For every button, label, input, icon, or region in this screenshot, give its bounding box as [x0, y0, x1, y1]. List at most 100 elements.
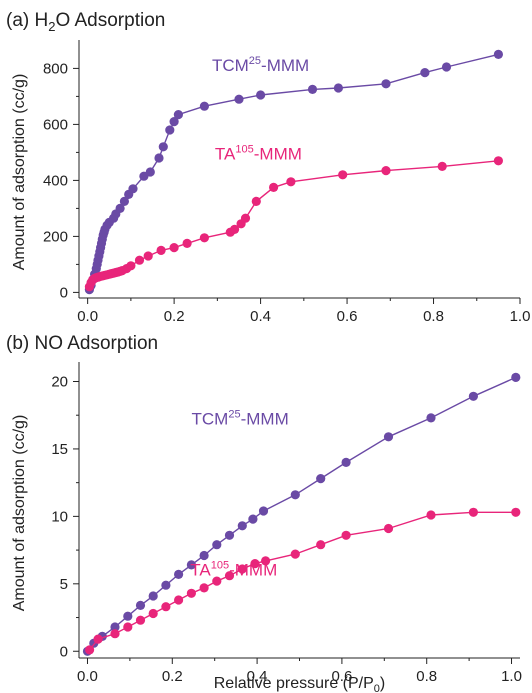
data-point [237, 521, 247, 531]
data-point [126, 261, 136, 271]
data-point [115, 203, 125, 213]
data-point [441, 62, 452, 72]
data-point [381, 79, 391, 89]
series-label-rest: -MMM [229, 561, 277, 580]
data-point [145, 167, 155, 177]
series-label-superscript: 105 [235, 143, 253, 155]
data-point [290, 490, 300, 500]
data-point [186, 588, 196, 598]
data-point [420, 68, 430, 78]
data-point [161, 580, 171, 590]
series-label: TA105-MMM [215, 143, 302, 163]
data-point [286, 177, 296, 187]
data-point [143, 251, 153, 261]
series-label: TCM25-MMM [192, 409, 289, 429]
data-point [250, 559, 260, 569]
data-point [169, 243, 179, 253]
series-0: TCM25-MMM [82, 372, 521, 656]
x-tick-label: 0.4 [250, 308, 271, 325]
x-tick-label: 0.4 [247, 668, 268, 685]
y-tick-label: 5 [60, 576, 68, 593]
x-tick-label: 0.0 [77, 668, 98, 685]
data-point [212, 576, 222, 586]
chart-title: (b) NO Adsorption [6, 333, 158, 354]
x-axis-label-text: Relative pressure (P/P [214, 675, 374, 692]
data-point [148, 591, 158, 601]
series-label-rest: -MMM [241, 410, 289, 429]
data-point [240, 213, 251, 223]
data-point [426, 510, 436, 520]
title-text: NO Adsorption [35, 333, 159, 354]
y-tick-label: 800 [43, 60, 68, 77]
y-tick-label: 10 [51, 508, 68, 525]
title-text: H [35, 10, 49, 31]
y-tick-label: 600 [43, 116, 68, 133]
x-axis-label: Relative pressure (P/P0) [214, 675, 386, 693]
x-tick-label: 1.0 [501, 668, 522, 685]
y-axis-label: Amount of adsorption (cc/g) [11, 415, 28, 612]
series-label-base: TCM [212, 56, 249, 75]
data-point [468, 507, 478, 517]
data-point [437, 161, 447, 171]
data-point [199, 233, 209, 243]
data-point [165, 125, 175, 135]
data-point [128, 184, 138, 194]
data-point [158, 142, 168, 152]
data-point [493, 49, 503, 60]
data-point [426, 413, 436, 423]
data-point [248, 514, 258, 524]
data-point [333, 83, 343, 93]
data-point [156, 245, 166, 255]
x-tick-label: 0.6 [337, 308, 358, 325]
panel-label: (a) [6, 10, 29, 31]
data-point [154, 153, 164, 163]
series-line [89, 511, 516, 651]
data-point [174, 595, 184, 605]
y-tick-label: 200 [43, 228, 68, 245]
data-point [307, 84, 318, 94]
y-tick-label: 400 [43, 172, 68, 189]
series-label-base: TA [190, 561, 211, 580]
data-point [119, 196, 129, 206]
data-point [110, 622, 120, 632]
data-point [290, 549, 300, 559]
series-label-rest: -MMM [254, 144, 302, 163]
x-tick-label: 0.0 [77, 308, 98, 325]
chart-title: (a) H2O Adsorption [6, 10, 165, 34]
series-label-superscript: 105 [211, 560, 229, 572]
data-point [161, 602, 171, 612]
series-label-rest: -MMM [261, 56, 309, 75]
data-point [110, 629, 120, 639]
data-point [173, 110, 183, 120]
data-point [338, 170, 348, 180]
data-point [511, 372, 521, 382]
data-point [134, 255, 145, 265]
series-label-superscript: 25 [228, 409, 240, 421]
data-point [383, 523, 394, 534]
data-point [468, 391, 478, 401]
series-1: TA105-MMM [84, 143, 503, 292]
data-point [212, 540, 222, 550]
data-point [148, 608, 158, 619]
data-point [341, 530, 351, 540]
data-point [93, 634, 103, 644]
series-label-base: TA [215, 144, 236, 163]
data-point [234, 94, 244, 104]
title-rest: O Adsorption [55, 10, 165, 31]
x-tick-label: 0.2 [162, 668, 183, 685]
y-tick-label: 20 [51, 373, 68, 390]
series-0: TCM25-MMM [84, 49, 503, 295]
chart-panel-0: (a) H2O Adsorption 0.0 0.2 0.4 0.6 0.8 1.0 0 200… [6, 10, 530, 325]
data-point [261, 556, 271, 566]
data-point [493, 156, 503, 166]
data-point [199, 550, 209, 561]
data-point [199, 101, 209, 111]
data-point [123, 622, 133, 632]
data-point [316, 540, 326, 550]
x-tick-label: 1.0 [510, 308, 531, 325]
x-tick-label: 0.6 [331, 668, 352, 685]
data-point [230, 224, 240, 234]
data-point [383, 432, 394, 442]
data-point [199, 583, 209, 593]
